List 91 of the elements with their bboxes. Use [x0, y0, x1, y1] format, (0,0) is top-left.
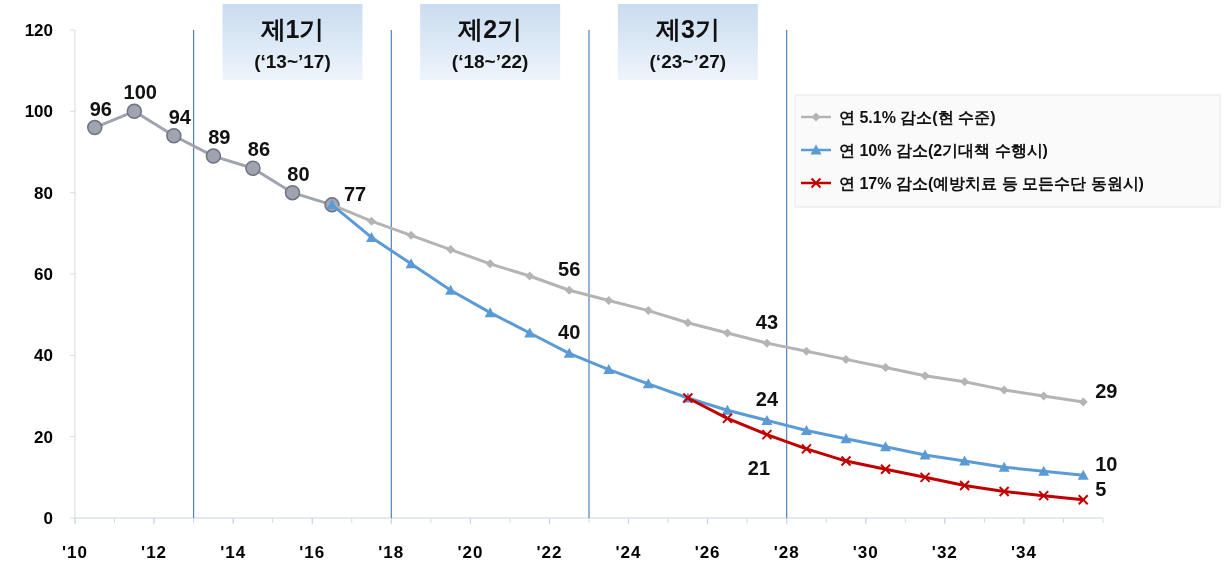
point	[722, 328, 732, 338]
point	[525, 271, 535, 281]
point	[683, 318, 693, 328]
point	[919, 471, 931, 483]
y-tick-label: 100	[24, 102, 53, 122]
x-tick-label: '14	[220, 543, 247, 562]
y-tick-label: 80	[34, 183, 53, 203]
point	[1038, 465, 1050, 476]
x-tick-label: '24	[615, 543, 642, 562]
y-tick-label: 20	[34, 427, 53, 447]
point	[881, 363, 891, 373]
value-label: 86	[247, 138, 271, 161]
value-label: 43	[755, 311, 779, 334]
value-label: 80	[287, 162, 310, 185]
x-tick-label: '34	[1010, 543, 1037, 562]
point	[959, 455, 971, 466]
x-tick-label: '16	[299, 543, 326, 562]
point	[721, 412, 733, 424]
point	[959, 479, 971, 491]
point	[840, 455, 852, 467]
point	[761, 429, 773, 441]
y-tick-label: 60	[34, 265, 53, 284]
point	[643, 306, 653, 316]
value-label: 40	[558, 321, 581, 344]
value-label: 29	[1095, 380, 1118, 403]
point	[840, 433, 852, 444]
y-tick-label: 120	[24, 21, 53, 40]
legend-label: 연 10% 감소(2기대책 수행시)	[839, 142, 1048, 159]
point	[920, 371, 930, 381]
point	[800, 425, 812, 436]
x-tick-label: '26	[694, 543, 721, 562]
x-tick-label: '32	[931, 543, 958, 562]
point	[1038, 490, 1050, 502]
x-tick-label: '22	[536, 543, 563, 562]
value-label: 96	[89, 97, 112, 120]
point	[998, 486, 1010, 498]
point	[166, 127, 182, 144]
annotation: 제2기 (‘18~’22)	[420, 4, 561, 80]
annotation: 제2기 (‘18~’22)	[451, 15, 529, 72]
point	[880, 463, 892, 475]
point	[245, 160, 261, 177]
value-label: 10	[1095, 453, 1118, 476]
point	[604, 295, 614, 305]
point	[603, 364, 615, 375]
value-label: 77	[344, 182, 367, 205]
point	[642, 378, 654, 389]
x-tick-label: '20	[457, 543, 484, 562]
x-tick-label: '30	[852, 543, 879, 562]
point	[446, 245, 456, 255]
value-label: 21	[747, 456, 771, 479]
x-tick-label: '28	[773, 543, 800, 562]
point	[367, 216, 377, 226]
point	[1077, 494, 1089, 506]
point	[405, 258, 417, 269]
point	[800, 443, 812, 455]
legend-label: 연 17% 감소(예방치료 등 모든수단 동원시)	[839, 175, 1144, 192]
value-label: 94	[168, 105, 191, 128]
point	[762, 338, 772, 348]
point	[484, 307, 496, 318]
annotation: 제3기 (‘23~’27)	[617, 4, 758, 80]
point	[999, 385, 1009, 395]
point	[406, 230, 416, 240]
y-tick-label: 40	[34, 346, 53, 366]
y-tick-label: 0	[43, 509, 53, 528]
value-label: 56	[558, 258, 581, 281]
point	[761, 414, 773, 425]
point	[485, 259, 495, 269]
point	[1077, 469, 1089, 480]
value-label: 24	[755, 388, 779, 411]
value-label: 100	[123, 81, 157, 104]
point	[126, 103, 143, 120]
annotation: 제3기 (‘23~’27)	[649, 15, 727, 72]
point	[524, 327, 536, 338]
point	[87, 119, 103, 136]
point	[445, 284, 457, 295]
point	[563, 347, 575, 358]
x-tick-label: '12	[141, 543, 168, 562]
point	[919, 449, 931, 460]
point	[880, 441, 892, 452]
value-label: 89	[208, 126, 231, 149]
point	[284, 184, 301, 201]
annotation: 제1기 (‘13~’17)	[222, 4, 363, 80]
point	[564, 285, 574, 295]
value-label: 5	[1095, 477, 1107, 500]
x-tick-label: '10	[62, 543, 88, 562]
annotation: 제1기 (‘13~’17)	[254, 15, 331, 72]
point	[205, 148, 222, 164]
point	[998, 461, 1010, 472]
legend-label: 연 5.1% 감소(현 수준)	[839, 109, 996, 126]
x-tick-label: '18	[378, 543, 405, 562]
point	[841, 354, 851, 364]
